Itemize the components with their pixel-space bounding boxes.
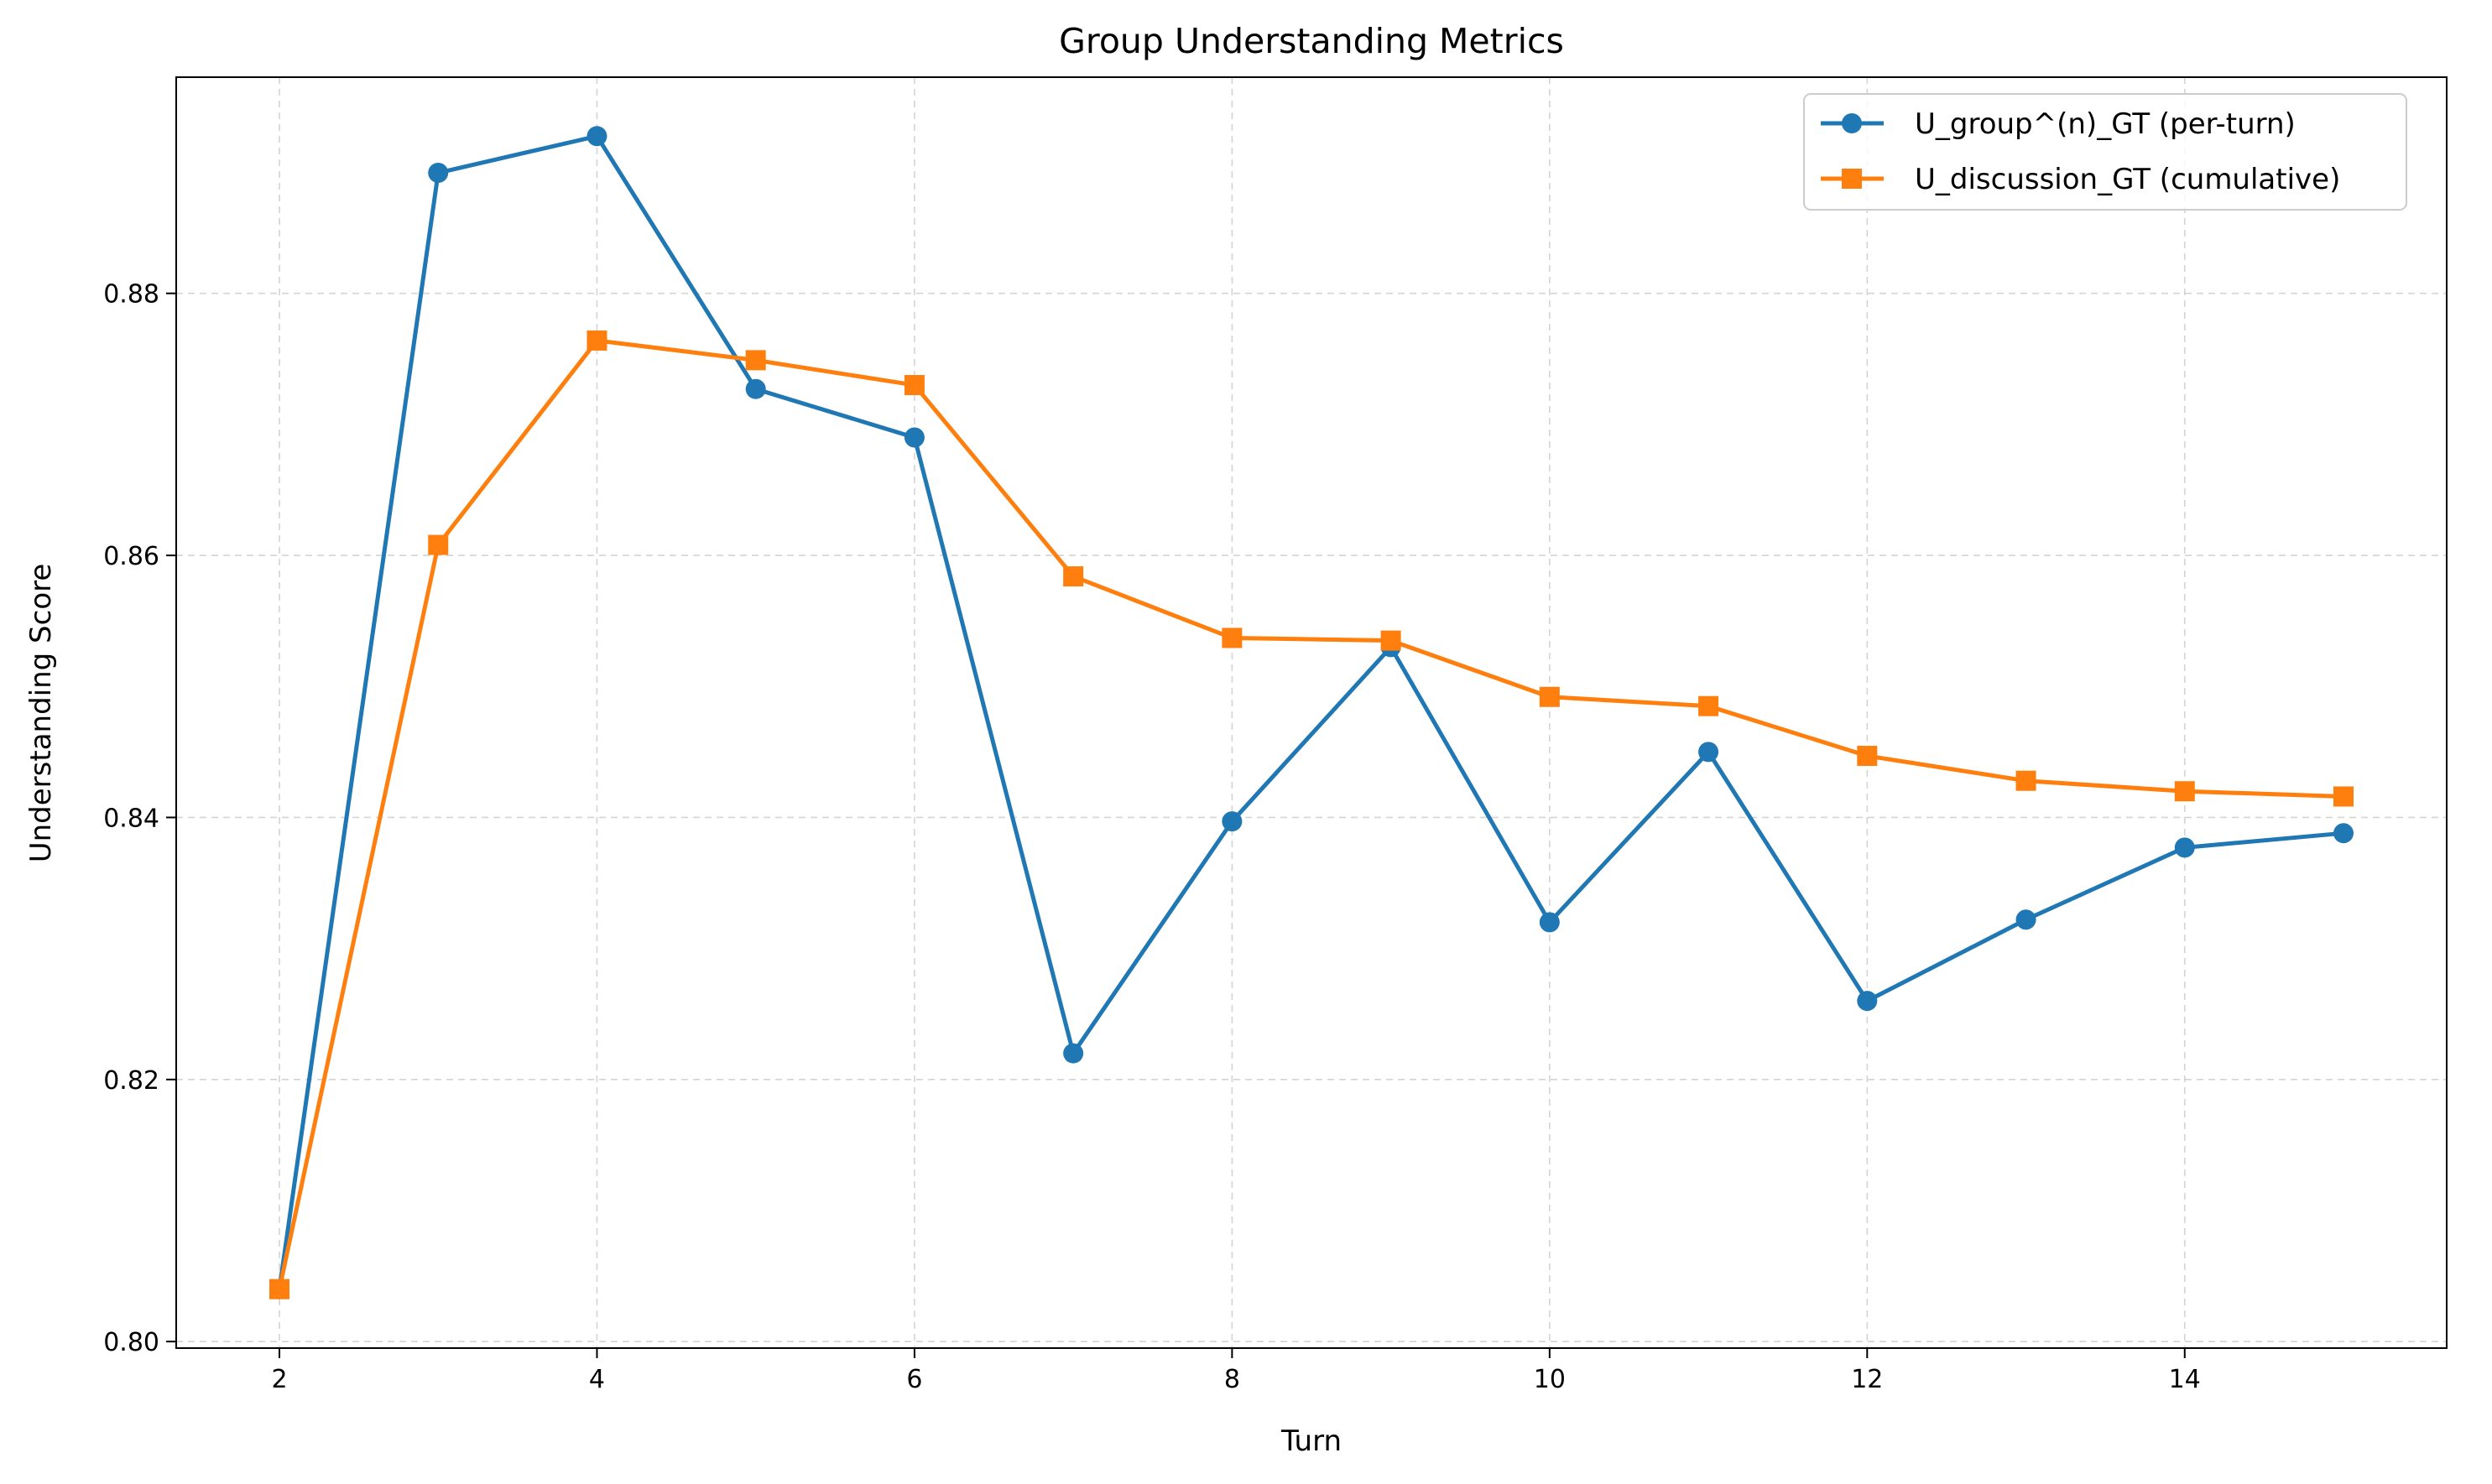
grid-lines: [176, 77, 2447, 1348]
data-point-cumulative: [1380, 630, 1401, 651]
data-point-per-turn: [745, 378, 766, 399]
x-tick-label: 12: [1851, 1365, 1883, 1394]
x-tick-label: 2: [271, 1365, 287, 1394]
x-tick-label: 8: [1224, 1365, 1240, 1394]
series-layer: [269, 126, 2354, 1299]
x-axis-label: Turn: [1280, 1424, 1342, 1458]
data-point-per-turn: [1857, 991, 1878, 1012]
x-tick-label: 14: [2169, 1365, 2201, 1394]
data-point-cumulative: [745, 350, 766, 371]
data-point-per-turn: [587, 126, 607, 147]
data-point-cumulative: [2174, 781, 2195, 802]
data-point-per-turn: [428, 163, 449, 184]
legend-box: [1803, 93, 2407, 211]
data-point-per-turn: [2333, 823, 2354, 844]
y-axis-label: Understanding Score: [24, 564, 58, 863]
data-point-cumulative: [2333, 786, 2354, 807]
y-tick-label: 0.88: [103, 280, 159, 310]
x-tick-label: 6: [906, 1365, 922, 1394]
series-line-per-turn: [277, 133, 2344, 1290]
legend-marker-per-turn: [1842, 113, 1862, 133]
axis-ticks: 2 4 6 8 10 12 14 0.80 0.82 0.84 0.86 0.88: [103, 280, 2201, 1394]
data-point-cumulative: [1063, 566, 1084, 587]
data-point-cumulative: [269, 1278, 289, 1299]
data-point-per-turn: [904, 427, 925, 448]
data-point-per-turn: [1539, 912, 1560, 933]
x-tick-label: 10: [1534, 1365, 1566, 1394]
data-point-per-turn: [1698, 742, 1719, 763]
chart-title: Group Understanding Metrics: [1059, 21, 1564, 61]
data-point-cumulative: [1857, 746, 1878, 767]
series-line-cumulative: [277, 338, 2344, 1290]
data-point-cumulative: [587, 330, 607, 351]
x-tick-label: 4: [589, 1365, 605, 1394]
data-point-cumulative: [2015, 770, 2036, 791]
data-point-cumulative: [1539, 686, 1560, 707]
y-tick-label: 0.86: [103, 542, 159, 571]
legend-label-per-turn: U_group^(n)_GT (per-turn): [1915, 107, 2296, 141]
data-point-cumulative: [428, 534, 449, 555]
y-tick-label: 0.84: [103, 804, 159, 833]
data-point-per-turn: [2174, 837, 2195, 858]
data-point-per-turn: [1222, 811, 1243, 832]
legend-label-cumulative: U_discussion_GT (cumulative): [1915, 163, 2340, 196]
y-tick-label: 0.80: [103, 1328, 159, 1357]
legend-marker-cumulative: [1842, 169, 1862, 189]
data-point-cumulative: [904, 375, 925, 396]
plot-frame: [175, 76, 2448, 1349]
series-cumulative: [269, 330, 2354, 1299]
data-point-per-turn: [2015, 909, 2036, 930]
data-point-cumulative: [1222, 627, 1243, 648]
data-point-per-turn: [1063, 1043, 1084, 1064]
legend: U_group^(n)_GT (per-turn) U_discussion_GT…: [1803, 93, 2407, 211]
y-tick-label: 0.82: [103, 1066, 159, 1096]
data-point-cumulative: [1698, 695, 1719, 716]
